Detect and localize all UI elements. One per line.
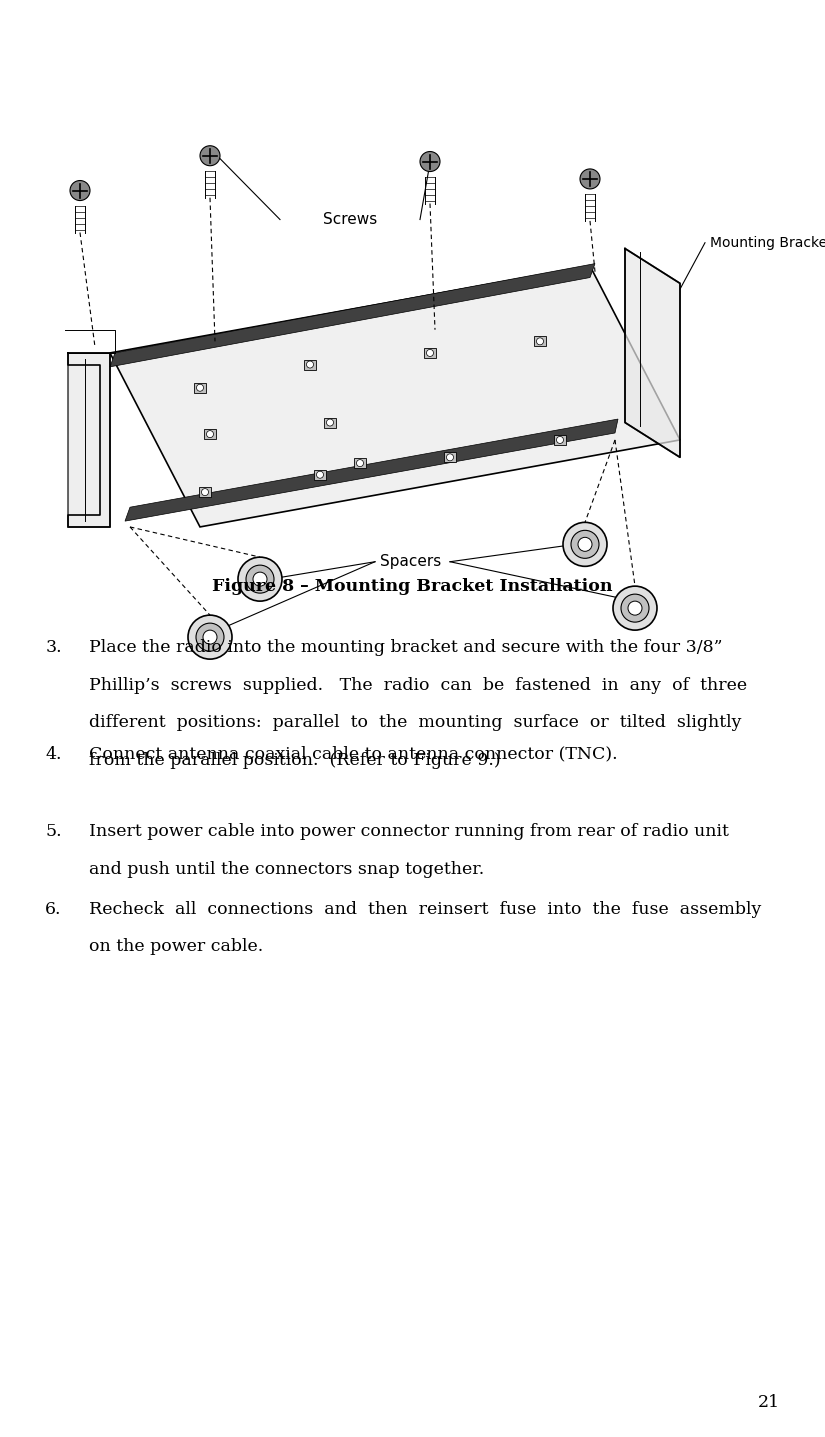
Circle shape	[613, 586, 657, 631]
Bar	[199, 487, 211, 497]
Circle shape	[203, 631, 217, 644]
Circle shape	[420, 151, 440, 171]
Text: Insert power cable into power connector running from rear of radio unit: Insert power cable into power connector …	[89, 823, 729, 841]
Bar	[424, 348, 436, 358]
Bar	[304, 359, 316, 369]
Circle shape	[253, 572, 267, 586]
Circle shape	[557, 437, 563, 444]
Text: 6.: 6.	[45, 901, 62, 918]
Circle shape	[307, 361, 314, 368]
Bar	[204, 430, 216, 440]
Circle shape	[196, 384, 204, 391]
Text: 21: 21	[757, 1394, 780, 1411]
Text: on the power cable.: on the power cable.	[89, 938, 263, 956]
Circle shape	[446, 454, 454, 461]
Circle shape	[571, 530, 599, 559]
Circle shape	[246, 565, 274, 593]
Polygon shape	[625, 249, 680, 457]
Text: 4.: 4.	[45, 746, 62, 763]
Text: different  positions:  parallel  to  the  mounting  surface  or  tilted  slightl: different positions: parallel to the mou…	[89, 714, 742, 731]
Circle shape	[621, 593, 649, 622]
Circle shape	[536, 338, 544, 345]
Bar	[324, 418, 336, 428]
Text: Phillip’s  screws  supplied.   The  radio  can  be  fastened  in  any  of  three: Phillip’s screws supplied. The radio can…	[89, 677, 747, 694]
Text: Place the radio into the mounting bracket and secure with the four 3/8”: Place the radio into the mounting bracke…	[89, 639, 723, 657]
Circle shape	[356, 460, 364, 467]
Polygon shape	[68, 354, 110, 527]
Text: 5.: 5.	[45, 823, 62, 841]
Circle shape	[201, 489, 209, 496]
Bar	[534, 336, 546, 346]
Bar	[354, 458, 366, 468]
Circle shape	[206, 431, 214, 438]
Text: from the parallel position.  (Refer to Figure 9.): from the parallel position. (Refer to Fi…	[89, 752, 501, 769]
Circle shape	[200, 145, 220, 165]
Polygon shape	[125, 420, 618, 522]
Text: Figure 8 – Mounting Bracket Installation: Figure 8 – Mounting Bracket Installation	[212, 578, 613, 595]
Text: Screws: Screws	[323, 213, 377, 227]
Bar	[194, 382, 206, 392]
Circle shape	[188, 615, 232, 660]
Text: Spacers: Spacers	[380, 555, 441, 569]
Text: 3.: 3.	[45, 639, 62, 657]
Circle shape	[70, 181, 90, 201]
Circle shape	[327, 420, 333, 425]
Circle shape	[563, 522, 607, 566]
Circle shape	[238, 558, 282, 601]
Circle shape	[580, 170, 600, 188]
Circle shape	[578, 537, 592, 552]
Circle shape	[196, 624, 224, 651]
Polygon shape	[110, 263, 595, 366]
Text: Recheck  all  connections  and  then  reinsert  fuse  into  the  fuse  assembly: Recheck all connections and then reinser…	[89, 901, 761, 918]
Circle shape	[628, 601, 642, 615]
Text: and push until the connectors snap together.: and push until the connectors snap toget…	[89, 861, 484, 878]
Text: Connect antenna coaxial cable to antenna connector (TNC).: Connect antenna coaxial cable to antenna…	[89, 746, 618, 763]
Bar	[554, 435, 566, 445]
Circle shape	[427, 349, 433, 356]
Bar	[444, 453, 456, 463]
Bar	[314, 470, 326, 480]
Circle shape	[317, 471, 323, 479]
Text: Mounting Bracket: Mounting Bracket	[710, 236, 825, 250]
Polygon shape	[110, 266, 680, 527]
